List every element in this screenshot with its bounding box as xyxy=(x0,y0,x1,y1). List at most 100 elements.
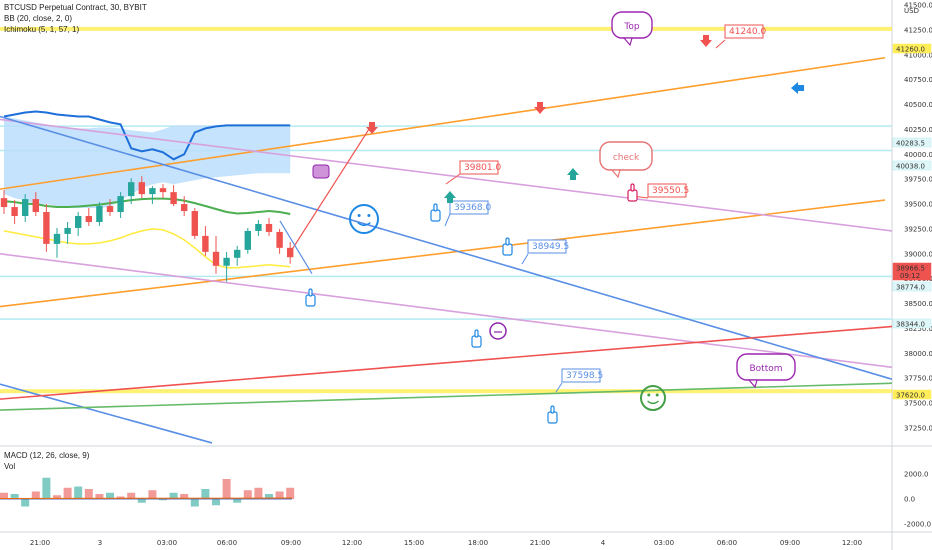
x-tick-label: 06:00 xyxy=(217,539,237,547)
candle-body xyxy=(64,227,71,234)
y-tick-label: 37750.0 xyxy=(904,375,932,383)
price-callout-text: 39368.0 xyxy=(454,203,491,213)
price-callout-box xyxy=(724,24,764,39)
x-tick-label: 18:00 xyxy=(468,539,488,547)
pointer-hand-icon-finger xyxy=(474,329,479,338)
trendline-orange-lower xyxy=(0,199,886,308)
y-tick-label: 39000.0 xyxy=(904,250,932,258)
trendline-blue-main xyxy=(0,115,893,380)
y-tick-label: 40250.0 xyxy=(904,126,932,134)
macd-histogram-bar xyxy=(21,499,30,507)
price-callout-box xyxy=(449,200,489,215)
x-tick-label: 21:00 xyxy=(530,539,550,547)
x-tick-label: 12:00 xyxy=(342,539,362,547)
candle-body xyxy=(96,206,103,222)
smiley-face-icon-mouth xyxy=(647,400,659,405)
chart-title: BTCUSD Perpetual Contract, 30, BYBIT xyxy=(4,3,147,12)
price-badge-value: 38966.5 xyxy=(896,265,925,273)
macd-histogram-bar xyxy=(42,477,51,499)
trendline-red xyxy=(0,325,893,400)
candle-body xyxy=(202,235,209,252)
trendline-blue-lower xyxy=(0,383,213,444)
price-badge-value: 37620.0 xyxy=(896,392,925,400)
smiley-face-icon-eye xyxy=(647,393,651,397)
y-tick-label: 40000.0 xyxy=(904,151,932,159)
macd-histogram-bar xyxy=(201,489,210,499)
price-badge xyxy=(892,389,932,400)
cat-face-icon xyxy=(312,164,330,179)
candle-body xyxy=(106,206,114,213)
volume-indicator-label: Vol xyxy=(4,462,16,471)
bb-indicator-label: BB (20, close, 2, 0) xyxy=(4,14,73,23)
price-callout-box xyxy=(561,368,601,383)
candle-body xyxy=(181,204,188,212)
candle-body xyxy=(138,182,145,195)
y-tick-label: 38000.0 xyxy=(904,350,932,358)
macd-histogram-bar xyxy=(233,499,242,503)
callout-bubble-tail xyxy=(622,37,633,47)
callout-pointer xyxy=(555,382,563,393)
candle-body xyxy=(128,182,135,197)
macd-histogram-bar xyxy=(169,492,178,499)
candle-body xyxy=(265,223,273,232)
macd-histogram-bar xyxy=(84,489,93,499)
candle-body xyxy=(22,199,29,217)
candle-body xyxy=(191,211,198,236)
y-tick-label: 38250.0 xyxy=(904,325,932,333)
price-callout-text: 37598.5 xyxy=(566,371,603,381)
price-badge-value: 38774.0 xyxy=(896,284,925,292)
macd-histogram-bar xyxy=(10,494,19,499)
candle-body xyxy=(223,257,230,266)
ichimoku-indicator-label: Ichimoku (5, 1, 57, 1) xyxy=(4,25,80,34)
y-tick-label: 38500.0 xyxy=(904,300,932,308)
trendline-green xyxy=(0,382,893,411)
candle-body xyxy=(287,247,294,258)
x-tick-label: 03:00 xyxy=(157,539,177,547)
y-tick-label: 41250.0 xyxy=(904,26,932,34)
candle-body xyxy=(43,212,50,244)
price-badge xyxy=(892,43,932,54)
candle-body xyxy=(159,188,167,193)
pointer-hand-icon-finger xyxy=(550,405,555,414)
x-tick-label: 12:00 xyxy=(842,539,862,547)
price-badge-value: 38344.0 xyxy=(896,321,925,329)
macd-histogram-bar xyxy=(275,491,284,499)
bb-middle-line xyxy=(3,197,291,215)
candle-body xyxy=(212,251,220,266)
macd-histogram-bar xyxy=(286,487,295,499)
candle-body xyxy=(75,216,82,228)
price-callout-text: 41240.0 xyxy=(729,27,766,37)
smiley-face-icon xyxy=(349,204,379,234)
x-tick-label: 03:00 xyxy=(654,539,674,547)
trendline-pink-lower xyxy=(0,253,893,369)
macd-histogram-bar xyxy=(127,492,136,499)
price-callout-box xyxy=(647,183,687,198)
callout-bubble-tail xyxy=(610,169,621,179)
candle-body xyxy=(85,216,92,222)
x-tick-label: 4 xyxy=(601,539,606,547)
x-tick-label: 15:00 xyxy=(404,539,424,547)
sell-arrow-icon xyxy=(700,35,712,47)
y-tick-label: 40750.0 xyxy=(904,76,932,84)
projection-line-down xyxy=(279,220,313,275)
pointer-hand-icon-finger xyxy=(308,288,313,297)
x-tick-label: 3 xyxy=(98,539,102,547)
y-tick-label: 41000.0 xyxy=(904,51,932,59)
price-badge xyxy=(892,137,932,148)
price-badge xyxy=(892,160,932,171)
x-tick-label: 06:00 xyxy=(717,539,737,547)
macd-line xyxy=(0,497,293,499)
smiley-face-icon-eye xyxy=(655,393,659,397)
macd-histogram-bar xyxy=(190,499,199,507)
macd-tick-label: 0.0 xyxy=(904,496,915,504)
callout-pointer xyxy=(445,173,461,185)
macd-indicator-label: MACD (12, 26, close, 9) xyxy=(4,451,90,460)
macd-histogram-bar xyxy=(180,494,189,499)
callout-bubble xyxy=(599,141,653,171)
price-badge-value: 40038.0 xyxy=(896,163,925,171)
macd-histogram-bar xyxy=(265,494,273,499)
price-callout-box xyxy=(459,160,499,175)
macd-histogram-bar xyxy=(31,491,40,499)
macd-histogram-bar xyxy=(212,499,220,506)
